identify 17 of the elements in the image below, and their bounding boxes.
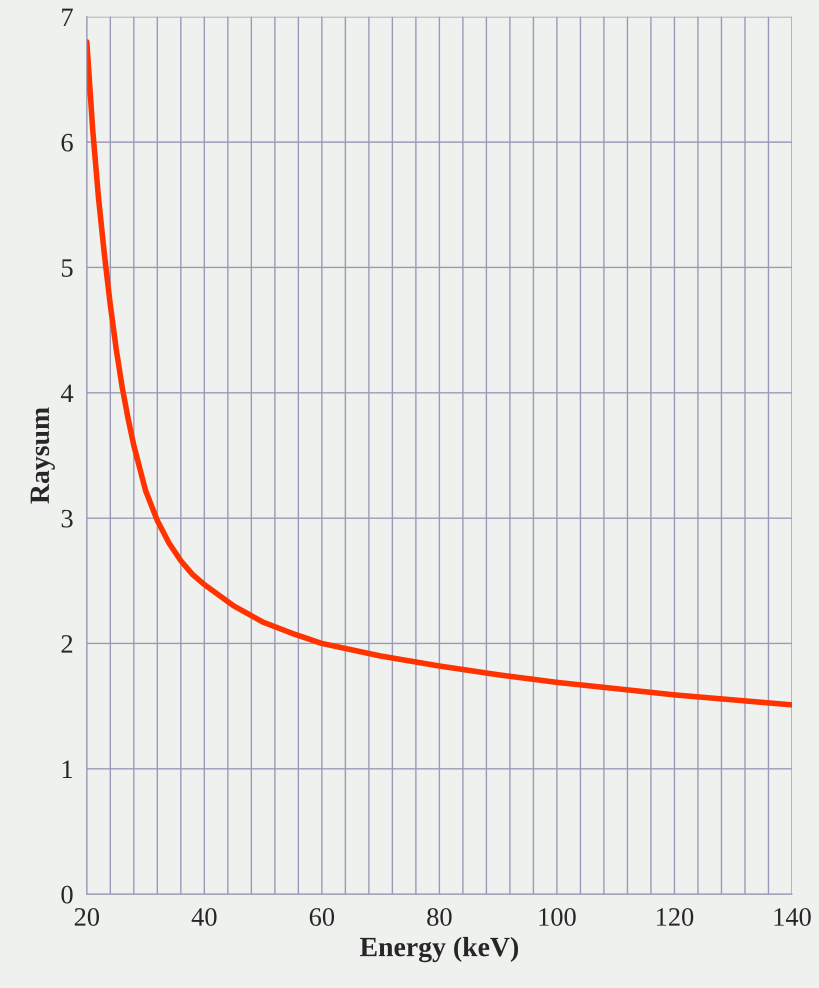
y-tick-label: 1 [62,760,72,778]
y-tick-label: 2 [62,635,72,653]
x-tick-label: 60 [310,908,334,926]
x-tick-label: 20 [74,908,99,926]
y-tick-label: 6 [62,134,73,152]
y-axis-title: Raysum [30,407,55,504]
y-tick-label: 7 [62,8,73,26]
y-tick-label: 5 [62,259,73,277]
y-tick-label: 0 [61,886,73,904]
x-tick-label: 100 [539,908,576,926]
x-tick-label: 120 [656,908,694,926]
y-tick-label: 4 [60,384,74,402]
x-tick-label: 80 [427,908,452,926]
x-axis-title: Energy (keV) [360,936,518,962]
x-tick-label: 140 [774,908,811,926]
x-tick-label: 40 [192,908,217,926]
y-tick-label: 3 [62,510,73,528]
